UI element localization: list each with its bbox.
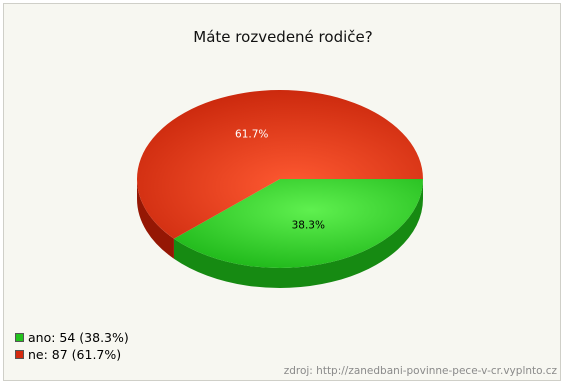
pie-side-ne — [137, 179, 174, 259]
pie-slice-ne — [137, 89, 424, 239]
source-note: zdroj: http://zanedbani-povinne-pece-v-c… — [283, 365, 557, 377]
legend-label-ne: ne: 87 (61.7%) — [28, 347, 122, 362]
slice-label-ano: 38.3% — [292, 220, 325, 232]
legend-swatch-ne — [15, 350, 24, 359]
pie-chart: 38.3% 61.7% — [137, 89, 424, 288]
chart-title: Máte rozvedené rodiče? — [193, 28, 373, 46]
chart-frame: Máte rozvedené rodiče? 38.3% 61.7% ano: 5… — [3, 3, 561, 381]
legend-item-ano: ano: 54 (38.3%) — [15, 329, 129, 346]
legend-item-ne: ne: 87 (61.7%) — [15, 346, 129, 363]
legend-swatch-ano — [15, 333, 24, 342]
slice-label-ne: 61.7% — [235, 128, 268, 140]
pie-slice-ano — [173, 179, 423, 268]
legend: ano: 54 (38.3%) ne: 87 (61.7%) — [15, 329, 129, 363]
legend-label-ano: ano: 54 (38.3%) — [28, 330, 129, 345]
pie-side-ano — [173, 179, 423, 288]
